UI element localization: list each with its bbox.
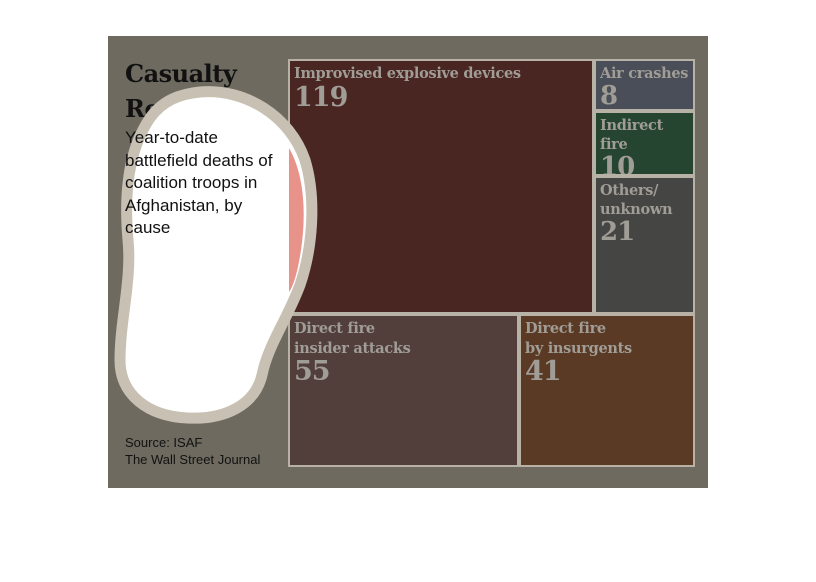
tile-label: Direct fire insider attacks	[294, 320, 411, 357]
chart-subtitle: Year-to-date battlefield deaths of coali…	[125, 128, 273, 238]
tile-value: 21	[600, 217, 635, 247]
treemap-tile: Direct fire insider attacks 55	[288, 314, 519, 467]
tile-label: Indirect fire	[600, 117, 663, 153]
tile-value: 8	[600, 81, 618, 111]
tile-label: Others/ unknown	[600, 182, 673, 218]
treemap-tile: Direct fire by insurgents 41	[519, 314, 695, 467]
source-line: Source: ISAF	[125, 435, 203, 450]
source-note: Source: ISAF The Wall Street Journal	[125, 434, 260, 468]
treemap-tile: Air crashes 8	[594, 59, 695, 111]
publisher-line: The Wall Street Journal	[125, 452, 261, 467]
tile-value: 41	[525, 356, 562, 387]
tile-value: 55	[294, 356, 331, 387]
chart-card: Casualty Report Year-to-date battlefield…	[108, 36, 708, 488]
tile-label: Direct fire by insurgents	[525, 320, 632, 357]
treemap-tile: Indirect fire 10	[594, 111, 695, 176]
treemap-tile: Others/ unknown 21	[594, 176, 695, 314]
tile-value: 10	[600, 152, 635, 176]
tile-label: Improvised explosive devices	[294, 65, 521, 82]
chart-title: Casualty Report	[125, 59, 237, 123]
tile-label: Air crashes	[600, 65, 689, 82]
tile-value: 119	[294, 81, 348, 113]
treemap-tile: Improvised explosive devices 119	[288, 59, 594, 314]
